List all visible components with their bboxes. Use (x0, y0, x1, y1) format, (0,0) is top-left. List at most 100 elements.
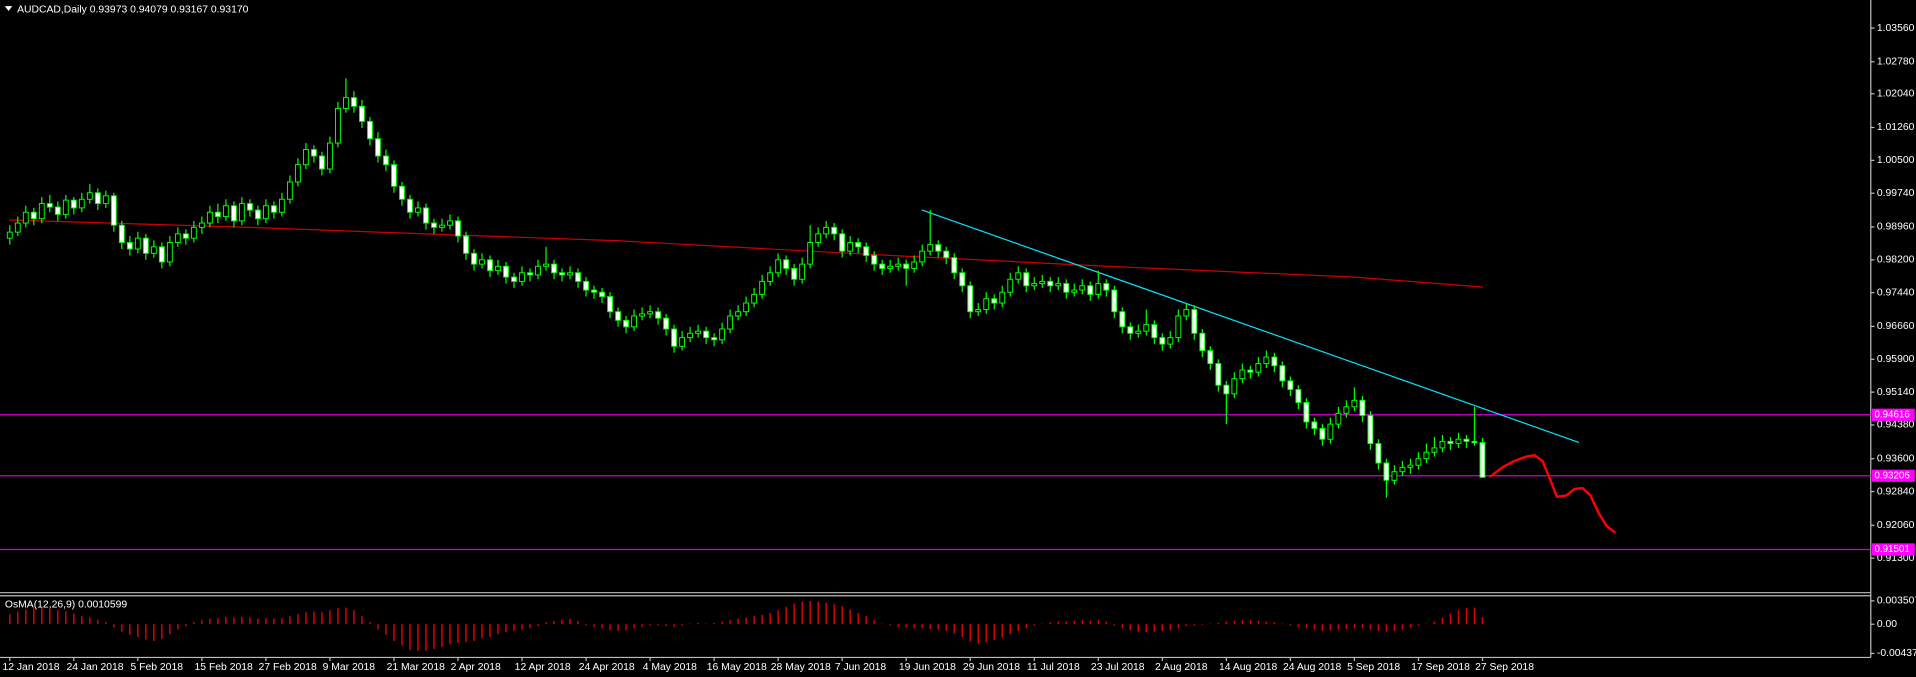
candle-body (391, 164, 397, 187)
chart-line (1489, 454, 1616, 534)
candle-body (727, 315, 734, 330)
x-tick-label: 23 Jul 2018 (1091, 662, 1145, 673)
candle-body (351, 97, 357, 107)
candle-body (943, 250, 950, 259)
x-tick-label: 15 Feb 2018 (195, 662, 253, 673)
candle-body (286, 181, 293, 200)
candle-body (735, 311, 742, 317)
candle-body (791, 267, 798, 280)
x-tick-label: 4 May 2018 (643, 662, 697, 673)
symbol-header: AUDCAD,Daily 0.93973 0.94079 0.93167 0.9… (17, 5, 249, 16)
candle-body (935, 244, 942, 252)
y-tick-label: 1.03560 (1877, 23, 1915, 34)
candle-body (799, 263, 806, 280)
candle-body (46, 203, 53, 208)
candle-body (543, 263, 549, 267)
menu-triangle[interactable] (4, 6, 13, 11)
candle-body (1159, 337, 1166, 345)
candle-body (86, 192, 93, 200)
candle-body (150, 246, 157, 254)
y-tick-label: 0.98960 (1877, 222, 1915, 233)
candle-body (254, 209, 261, 220)
candle-body (527, 272, 533, 276)
candle-body (30, 211, 37, 220)
level-price-tag (1872, 543, 1915, 556)
y-tick-label: 0.92060 (1877, 520, 1915, 531)
candle-body (967, 285, 974, 313)
candle-body (1335, 412, 1342, 425)
candle-body (471, 252, 477, 265)
candle-body (294, 164, 301, 183)
candle-body (671, 328, 678, 347)
candle-body (919, 250, 926, 263)
candle-body (1063, 283, 1070, 293)
candle-body (1407, 464, 1414, 468)
candle-body (1127, 326, 1134, 334)
candle-body (1135, 330, 1142, 334)
candle-body (583, 280, 589, 291)
candle-body (1303, 402, 1310, 423)
candle-body (158, 246, 165, 263)
candle-body (663, 317, 670, 330)
candle-body (302, 149, 309, 166)
candle-body (1327, 423, 1334, 440)
candle-body (623, 319, 629, 328)
x-tick-label: 29 Jun 2018 (963, 662, 1020, 673)
candle-body (102, 195, 109, 205)
candle-body (1447, 440, 1454, 445)
candle-body (270, 205, 277, 213)
x-tick-label: 17 Sep 2018 (1411, 662, 1470, 673)
candle-body (863, 246, 870, 256)
candle-body (1191, 309, 1198, 334)
x-tick-label: 5 Sep 2018 (1347, 662, 1400, 673)
candle-body (310, 149, 317, 157)
candle-body (751, 293, 758, 304)
candle-body (375, 138, 381, 157)
x-tick-label: 16 May 2018 (707, 662, 767, 673)
candle-body (1295, 389, 1302, 403)
candle-body (519, 272, 525, 282)
candle-body (230, 205, 237, 222)
candle-body (6, 231, 13, 239)
candle-body (615, 311, 621, 321)
candle-body (1231, 378, 1238, 395)
x-tick-label: 24 Aug 2018 (1283, 662, 1342, 673)
candle-body (110, 195, 117, 226)
candle-body (1263, 356, 1270, 365)
candle-body (1007, 278, 1014, 293)
candle-body (1439, 440, 1446, 449)
candle-body (1319, 427, 1326, 440)
x-tick-label: 24 Jan 2018 (66, 662, 123, 673)
candle-body (847, 242, 854, 252)
y-tick-label: 0.003507 (1877, 596, 1916, 607)
candle-body (983, 298, 990, 311)
candle-body (679, 337, 686, 347)
candle-body (1047, 280, 1054, 287)
candle-body (879, 263, 886, 269)
candle-body (1479, 442, 1486, 478)
candle-body (38, 203, 45, 220)
candle-body (1375, 443, 1382, 464)
candle-body (142, 237, 149, 254)
x-tick-label: 2 Apr 2018 (451, 662, 501, 673)
candle-body (535, 265, 541, 276)
candle-body (190, 226, 197, 239)
candle-body (198, 222, 205, 228)
candle-body (1071, 289, 1078, 293)
candle-body (423, 207, 429, 224)
candle-body (447, 220, 453, 226)
candle-body (407, 198, 413, 213)
level-price-label: 0.94616 (1874, 409, 1909, 420)
candle-body (839, 233, 846, 252)
candle-body (342, 97, 349, 109)
level-price-tag (1872, 408, 1915, 421)
candle-body (495, 265, 501, 272)
candle-body (1023, 272, 1030, 287)
candle-body (743, 302, 750, 313)
chart-line (921, 209, 1580, 443)
candle-body (1471, 440, 1478, 444)
candle-body (22, 211, 29, 224)
